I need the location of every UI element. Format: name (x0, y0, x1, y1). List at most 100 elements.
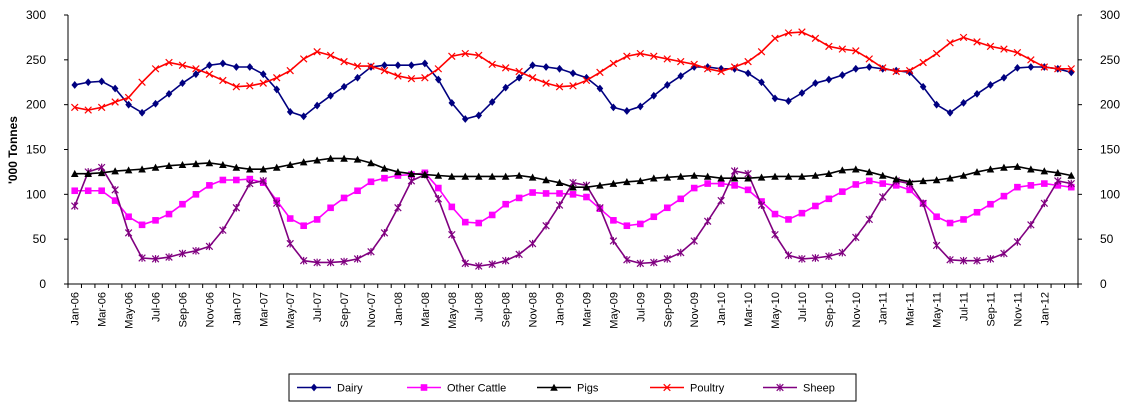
data-point-pigs (448, 172, 456, 180)
data-point-sheep (286, 239, 294, 248)
data-point-pigs (515, 171, 523, 179)
data-point-other-cattle (300, 222, 307, 230)
data-point-other-cattle (865, 177, 873, 185)
data-point-dairy (1014, 64, 1021, 72)
legend-item-dairy: Dairy (297, 383, 363, 395)
x-tick-label: Jan-06 (70, 292, 82, 326)
data-point-pigs (986, 165, 995, 173)
data-point-poultry (313, 48, 321, 56)
data-point-pigs (959, 171, 968, 179)
data-point-dairy (111, 84, 119, 93)
data-point-sheep (1027, 221, 1035, 229)
y-tick-label-left: 100 (26, 187, 46, 201)
data-point-pigs (1040, 167, 1049, 175)
data-point-sheep (1040, 199, 1049, 208)
data-point-dairy (152, 99, 159, 108)
data-point-dairy (919, 82, 927, 91)
data-point-dairy (219, 59, 227, 68)
data-point-pigs (1067, 171, 1076, 179)
y-tick-label-right: 0 (1100, 277, 1107, 291)
data-point-poultry (165, 58, 173, 67)
data-point-pigs (313, 156, 321, 164)
data-point-dairy (933, 100, 940, 109)
data-point-poultry (421, 74, 429, 82)
data-point-sheep (273, 199, 281, 208)
data-point-poultry (192, 65, 200, 73)
data-point-other-cattle (637, 220, 644, 228)
data-point-sheep (394, 203, 402, 212)
data-point-pigs (151, 163, 160, 171)
data-point-other-cattle (475, 219, 483, 227)
data-point-pigs (892, 175, 900, 183)
legend-swatch-marker (663, 383, 671, 392)
x-tick-label: Sep-06 (177, 292, 189, 327)
data-point-sheep (232, 203, 241, 212)
x-tick-label: Jul-08 (474, 292, 486, 322)
data-point-poultry (744, 57, 752, 66)
data-point-poultry (946, 39, 954, 47)
legend-label: Sheep (803, 383, 835, 395)
x-tick-label: Mar-10 (743, 292, 755, 327)
data-point-dairy (71, 81, 79, 89)
data-point-pigs (878, 171, 887, 179)
data-point-poultry (178, 61, 187, 69)
data-point-poultry (771, 34, 779, 43)
data-point-sheep (959, 256, 968, 265)
data-point-pigs (542, 176, 550, 184)
data-point-sheep (326, 258, 335, 267)
data-point-sheep (555, 201, 564, 209)
data-point-poultry (71, 103, 79, 112)
x-tick-label: Mar-08 (420, 292, 432, 327)
data-point-sheep (690, 237, 698, 245)
data-point-poultry (124, 93, 133, 102)
legend-item-sheep: Sheep (763, 383, 835, 395)
data-point-pigs (124, 166, 133, 174)
data-point-poultry (959, 33, 968, 42)
data-point-pigs (798, 172, 806, 180)
data-point-dairy (865, 63, 873, 71)
data-point-pigs (111, 167, 119, 175)
data-point-pigs (703, 172, 712, 180)
x-tick-label: May-08 (447, 292, 459, 329)
x-tick-label: Jul-06 (151, 292, 163, 322)
data-point-other-cattle (125, 213, 132, 221)
data-point-sheep (380, 229, 389, 237)
data-point-other-cattle (812, 202, 819, 210)
y-tick-label-right: 100 (1100, 187, 1120, 201)
data-point-poultry (340, 57, 348, 66)
y-tick-label-right: 50 (1100, 232, 1114, 246)
y-tick-label-left: 0 (39, 277, 46, 291)
data-point-poultry (730, 63, 739, 71)
data-point-dairy (677, 72, 685, 80)
data-point-poultry (407, 74, 416, 83)
y-axis-right-labels: 0 50 100 150 200 250 300 (1100, 8, 1120, 291)
data-point-sheep (919, 199, 927, 208)
data-point-pigs (582, 183, 591, 191)
data-point-other-cattle (892, 182, 900, 189)
data-point-pigs (596, 181, 604, 189)
data-point-other-cattle (179, 200, 186, 208)
data-point-poultry (488, 60, 496, 69)
x-tick-label: Nov-09 (689, 292, 701, 327)
data-point-pigs (569, 183, 577, 191)
data-point-dairy (300, 112, 307, 121)
data-point-sheep (798, 255, 806, 263)
x-tick-label: Jul-11 (959, 292, 971, 321)
data-point-pigs (299, 158, 308, 166)
data-point-sheep (434, 195, 443, 203)
data-point-poultry (111, 98, 119, 106)
x-tick-label: Sep-08 (501, 292, 513, 327)
data-point-sheep (111, 186, 119, 194)
data-point-poultry (569, 82, 577, 90)
data-point-pigs (932, 176, 941, 184)
data-point-poultry (205, 70, 214, 78)
data-point-sheep (178, 249, 187, 258)
data-point-other-cattle (461, 218, 469, 226)
data-point-pigs (919, 177, 927, 185)
data-point-other-cattle (219, 176, 227, 184)
data-point-pigs (272, 163, 281, 171)
x-tick-label: Sep-10 (824, 292, 836, 327)
data-point-dairy (327, 91, 334, 100)
x-tick-label: Nov-07 (366, 292, 378, 327)
